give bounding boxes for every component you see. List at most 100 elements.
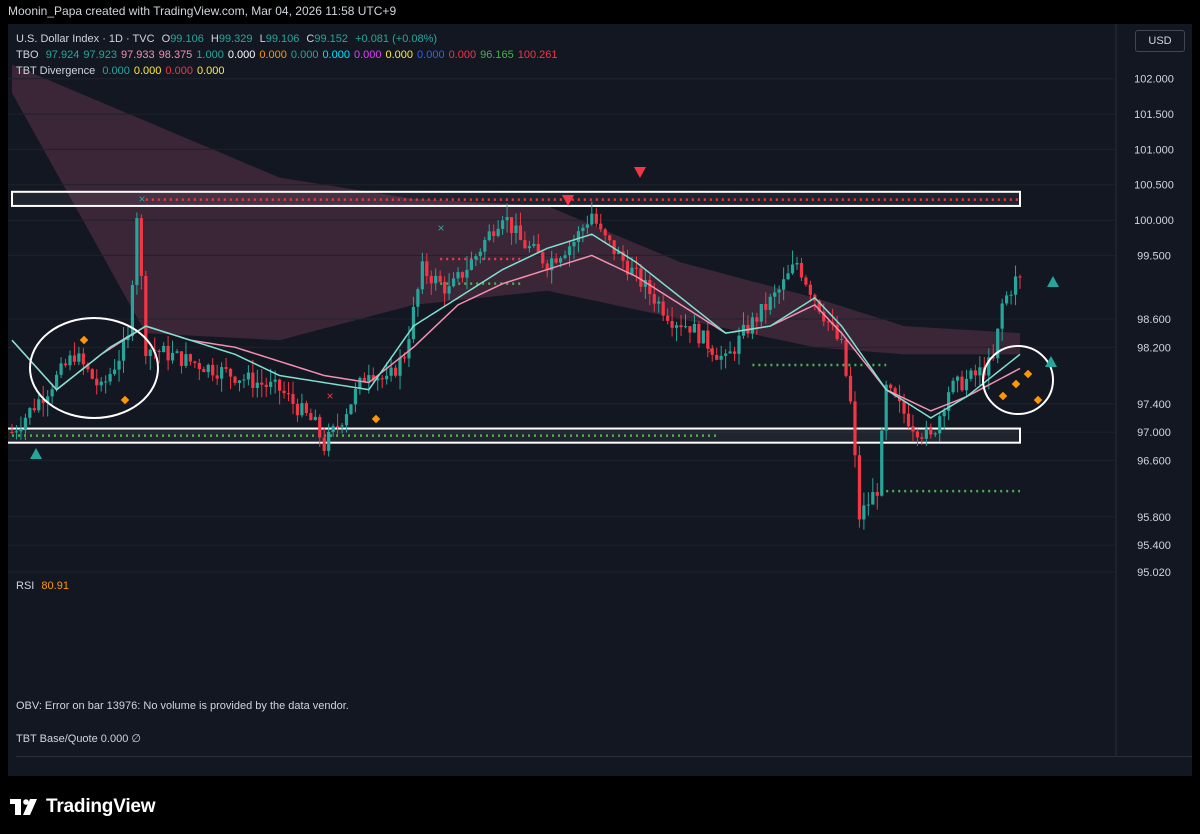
legend-symbol-row[interactable]: U.S. Dollar Index · 1D · TVC O99.106 H99… [16, 33, 441, 45]
candle [162, 342, 166, 353]
candle [246, 365, 250, 386]
candle [683, 314, 688, 329]
candle [188, 353, 193, 366]
candle [554, 253, 558, 264]
candle [755, 312, 759, 335]
candle-body [790, 264, 795, 274]
tbo-title[interactable]: TBO [16, 49, 39, 61]
candle [608, 234, 612, 246]
candle-body [291, 394, 295, 404]
candle [492, 224, 496, 243]
candle-body [674, 325, 679, 328]
candle [483, 237, 487, 261]
divergence-title[interactable]: TBT Divergence [16, 65, 96, 77]
candle-body [469, 259, 473, 270]
rsi-title[interactable]: RSI [16, 580, 35, 592]
candle [166, 335, 170, 371]
candle [661, 295, 665, 321]
candle [795, 256, 799, 270]
tradingview-wordmark: TradingView [46, 796, 156, 817]
candle-body [608, 235, 612, 241]
candle [585, 215, 589, 234]
candle [170, 340, 175, 364]
candle [420, 252, 424, 294]
candle-body [121, 340, 126, 361]
candle-body [732, 351, 737, 354]
candle-body [978, 367, 982, 376]
candle [112, 359, 117, 376]
candle-body [179, 351, 184, 366]
candle-body [202, 368, 206, 373]
candle [773, 284, 777, 309]
candle-body [666, 315, 670, 321]
candle-body [817, 300, 821, 312]
candle [951, 377, 955, 395]
candle [576, 226, 581, 253]
candle-body [969, 370, 973, 379]
legend-rsi-row[interactable]: RSI 80.91 [16, 580, 73, 592]
diamond-marker [998, 391, 1008, 401]
candle-body [853, 401, 857, 456]
candle [929, 423, 933, 439]
candle-body [889, 384, 893, 389]
candle [282, 381, 286, 399]
candlestick-series [10, 201, 1022, 530]
candle-body [728, 351, 732, 354]
candle [90, 368, 94, 380]
candle-body [273, 379, 277, 382]
legend-divergence-row[interactable]: TBT Divergence 0.000 0.000 0.000 0.000 [16, 65, 228, 77]
candle-body [304, 403, 308, 414]
candle-body [554, 258, 558, 263]
candle [157, 349, 161, 364]
candle [509, 217, 514, 245]
candle-body [630, 267, 634, 275]
candle [1009, 290, 1013, 305]
candle [175, 348, 179, 354]
candle-body [652, 294, 656, 304]
candle [130, 280, 135, 341]
candle-body [964, 378, 969, 391]
candle-body [759, 303, 763, 322]
candle [880, 426, 884, 497]
chart-panel[interactable]: × × × × 102.000 101.500 101.000 100.500 100.000… [8, 24, 1192, 776]
candle-body [902, 401, 906, 414]
candle [63, 358, 68, 368]
signal-markers: × × × × [30, 167, 1059, 459]
candle-body [215, 375, 219, 379]
sell-triangle-marker [562, 195, 574, 206]
candle [385, 362, 389, 385]
candle-body [634, 267, 639, 269]
candle [732, 346, 737, 361]
candle-body [443, 281, 447, 294]
candle-body [1013, 276, 1018, 295]
price-chart-svg[interactable]: × × × × 102.000 101.500 101.000 100.500 100.000… [8, 24, 1192, 776]
candle [679, 315, 683, 337]
candle-body [973, 370, 977, 376]
currency-button[interactable]: USD [1135, 30, 1185, 52]
candle-body [987, 357, 991, 376]
candle-body [750, 317, 754, 334]
candle-body [514, 225, 518, 234]
candle [541, 250, 545, 269]
candle [692, 314, 697, 333]
candle-body [344, 414, 349, 426]
candle-body [389, 367, 393, 376]
candle-body [429, 275, 433, 284]
candle [643, 270, 647, 299]
candle-body [670, 320, 674, 328]
candle [318, 414, 322, 447]
candle-body [340, 425, 344, 427]
candle [99, 377, 103, 392]
candle [220, 362, 224, 392]
tbo-value-5: 0.000 [227, 49, 256, 61]
time-axis[interactable] [16, 756, 1192, 776]
candle-body [456, 272, 460, 279]
tbt-base-quote-legend[interactable]: TBT Base/Quote 0.000 ∅ [16, 732, 141, 745]
candle-body [108, 374, 112, 382]
candle-body [661, 301, 665, 316]
symbol-title[interactable]: U.S. Dollar Index · 1D · TVC [16, 33, 155, 45]
legend-tbo-row[interactable]: TBO 97.924 97.923 97.933 98.375 1.000 0.000 0.… [16, 49, 562, 61]
candle [233, 375, 237, 386]
candle-body [576, 231, 581, 242]
candle [790, 250, 795, 275]
